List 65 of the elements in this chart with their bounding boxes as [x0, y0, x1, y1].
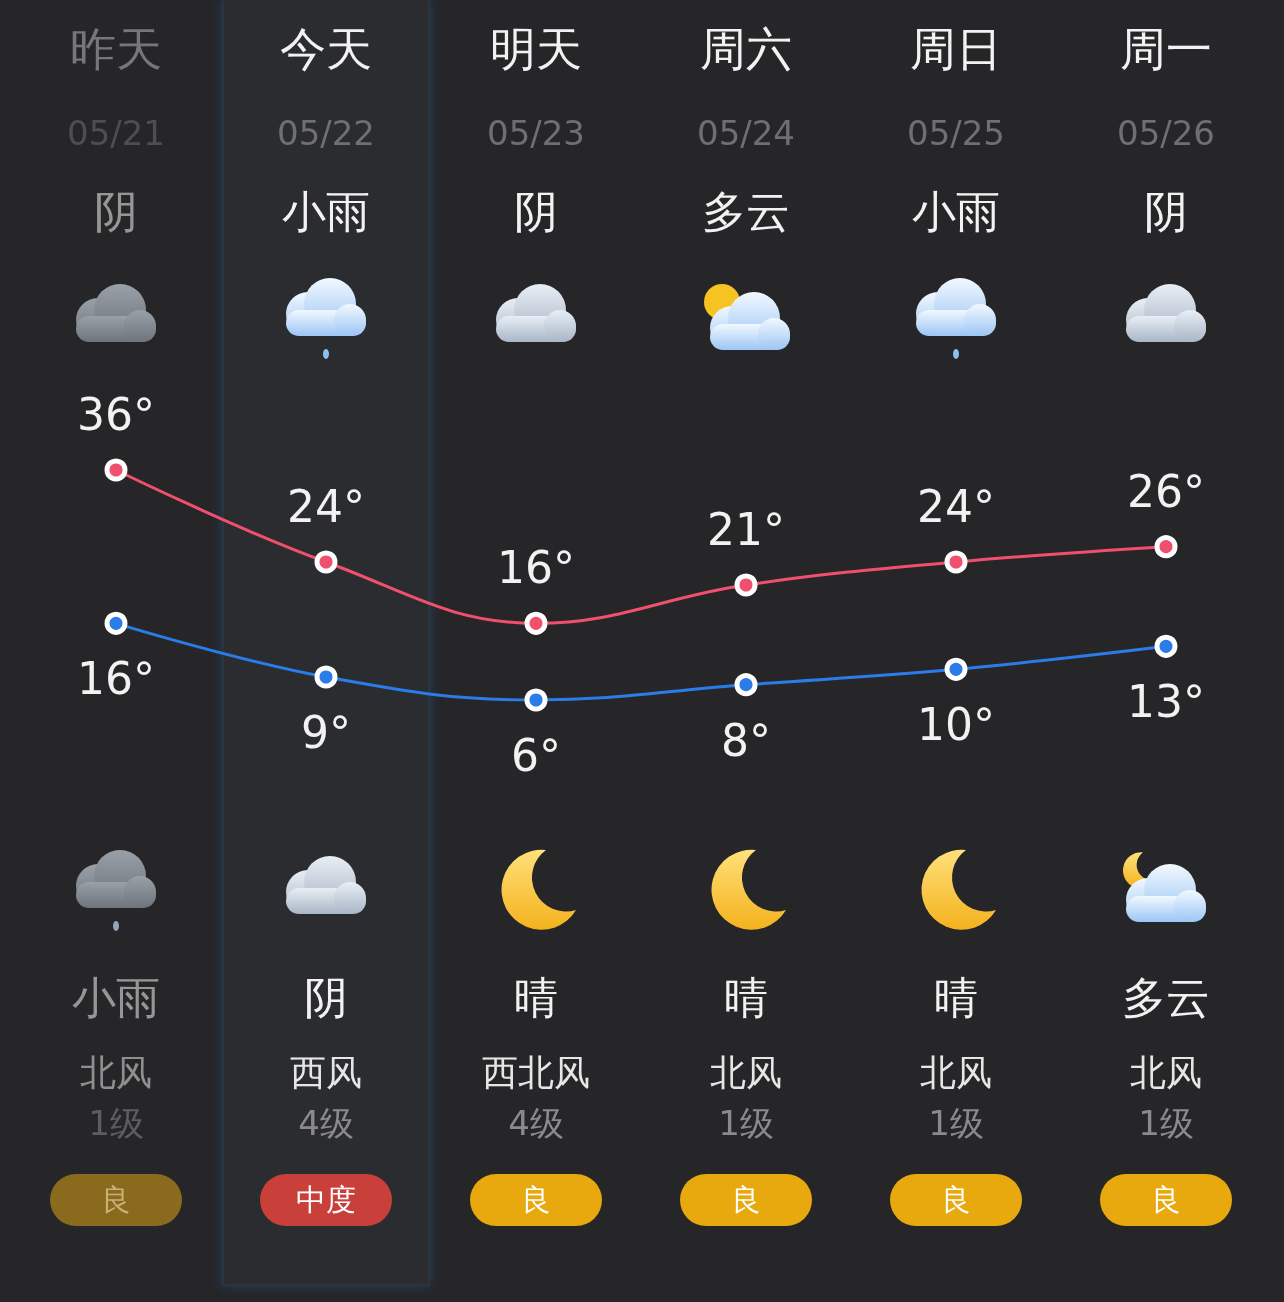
- x-tick-label: 周日: [910, 22, 1002, 76]
- text: 小雨: [912, 184, 1000, 239]
- quality-pill: 良: [890, 1174, 1022, 1226]
- text: 05/22: [277, 113, 375, 153]
- point: [944, 550, 968, 574]
- text: 晴: [514, 970, 558, 1025]
- text: 北风: [80, 1050, 152, 1095]
- quality-pill: 中度: [260, 1174, 392, 1226]
- data-label: 21°: [707, 504, 785, 555]
- data-label: 26°: [1127, 465, 1205, 517]
- point: [104, 611, 128, 635]
- point: [734, 573, 758, 597]
- text: 4级: [298, 1102, 354, 1145]
- text: 小雨: [282, 184, 370, 239]
- text: 晴: [934, 970, 978, 1025]
- point: [734, 673, 758, 697]
- text: 1级: [88, 1102, 144, 1145]
- point: [1154, 634, 1178, 658]
- text: 阴: [1144, 184, 1188, 239]
- data-label: 24°: [287, 481, 365, 532]
- x-tick-label: 今天: [280, 22, 372, 76]
- point: [524, 611, 548, 635]
- text: 小雨: [72, 970, 160, 1025]
- text: 北风: [710, 1050, 782, 1095]
- data-label: 8°: [721, 714, 771, 766]
- quality-pill: 良: [680, 1174, 812, 1226]
- text: 西风: [290, 1050, 362, 1095]
- text: 05/26: [1117, 113, 1215, 153]
- data-label: 16°: [77, 653, 155, 705]
- point: [524, 688, 548, 712]
- quality-pill: 良: [1100, 1174, 1232, 1226]
- x-tick-label: 明天: [490, 22, 582, 76]
- point: [314, 550, 338, 574]
- quality-pill: 良: [470, 1174, 602, 1226]
- text: 1级: [1138, 1102, 1194, 1145]
- text: 05/24: [697, 113, 795, 153]
- point: [104, 458, 128, 482]
- text: 1级: [718, 1102, 774, 1145]
- text: 阴: [304, 970, 348, 1025]
- x-tick-label: 昨天: [70, 22, 162, 76]
- data-label: 10°: [917, 699, 995, 751]
- point: [944, 657, 968, 681]
- data-label: 9°: [301, 707, 351, 758]
- text: 北风: [1130, 1050, 1202, 1095]
- text: 4级: [508, 1102, 564, 1145]
- data-label: 36°: [77, 389, 155, 440]
- data-label: 13°: [1127, 676, 1205, 728]
- text: 阴: [514, 184, 558, 239]
- text: 1级: [928, 1102, 984, 1145]
- point: [1154, 535, 1178, 559]
- data-label: 16°: [497, 542, 575, 594]
- text: 阴: [94, 184, 138, 239]
- point: [314, 665, 338, 689]
- text: 晴: [724, 970, 768, 1025]
- x-tick-label: 周六: [700, 22, 792, 76]
- text: 多云: [1122, 970, 1210, 1025]
- text: 北风: [920, 1050, 992, 1095]
- text: 05/23: [487, 113, 585, 153]
- text: 多云: [702, 184, 790, 239]
- text: 西北风: [482, 1050, 590, 1095]
- data-label: 24°: [917, 481, 995, 532]
- quality-pill: 良: [50, 1174, 182, 1226]
- data-label: 6°: [511, 730, 561, 781]
- text: 05/25: [907, 113, 1005, 153]
- x-tick-label: 周一: [1120, 22, 1212, 76]
